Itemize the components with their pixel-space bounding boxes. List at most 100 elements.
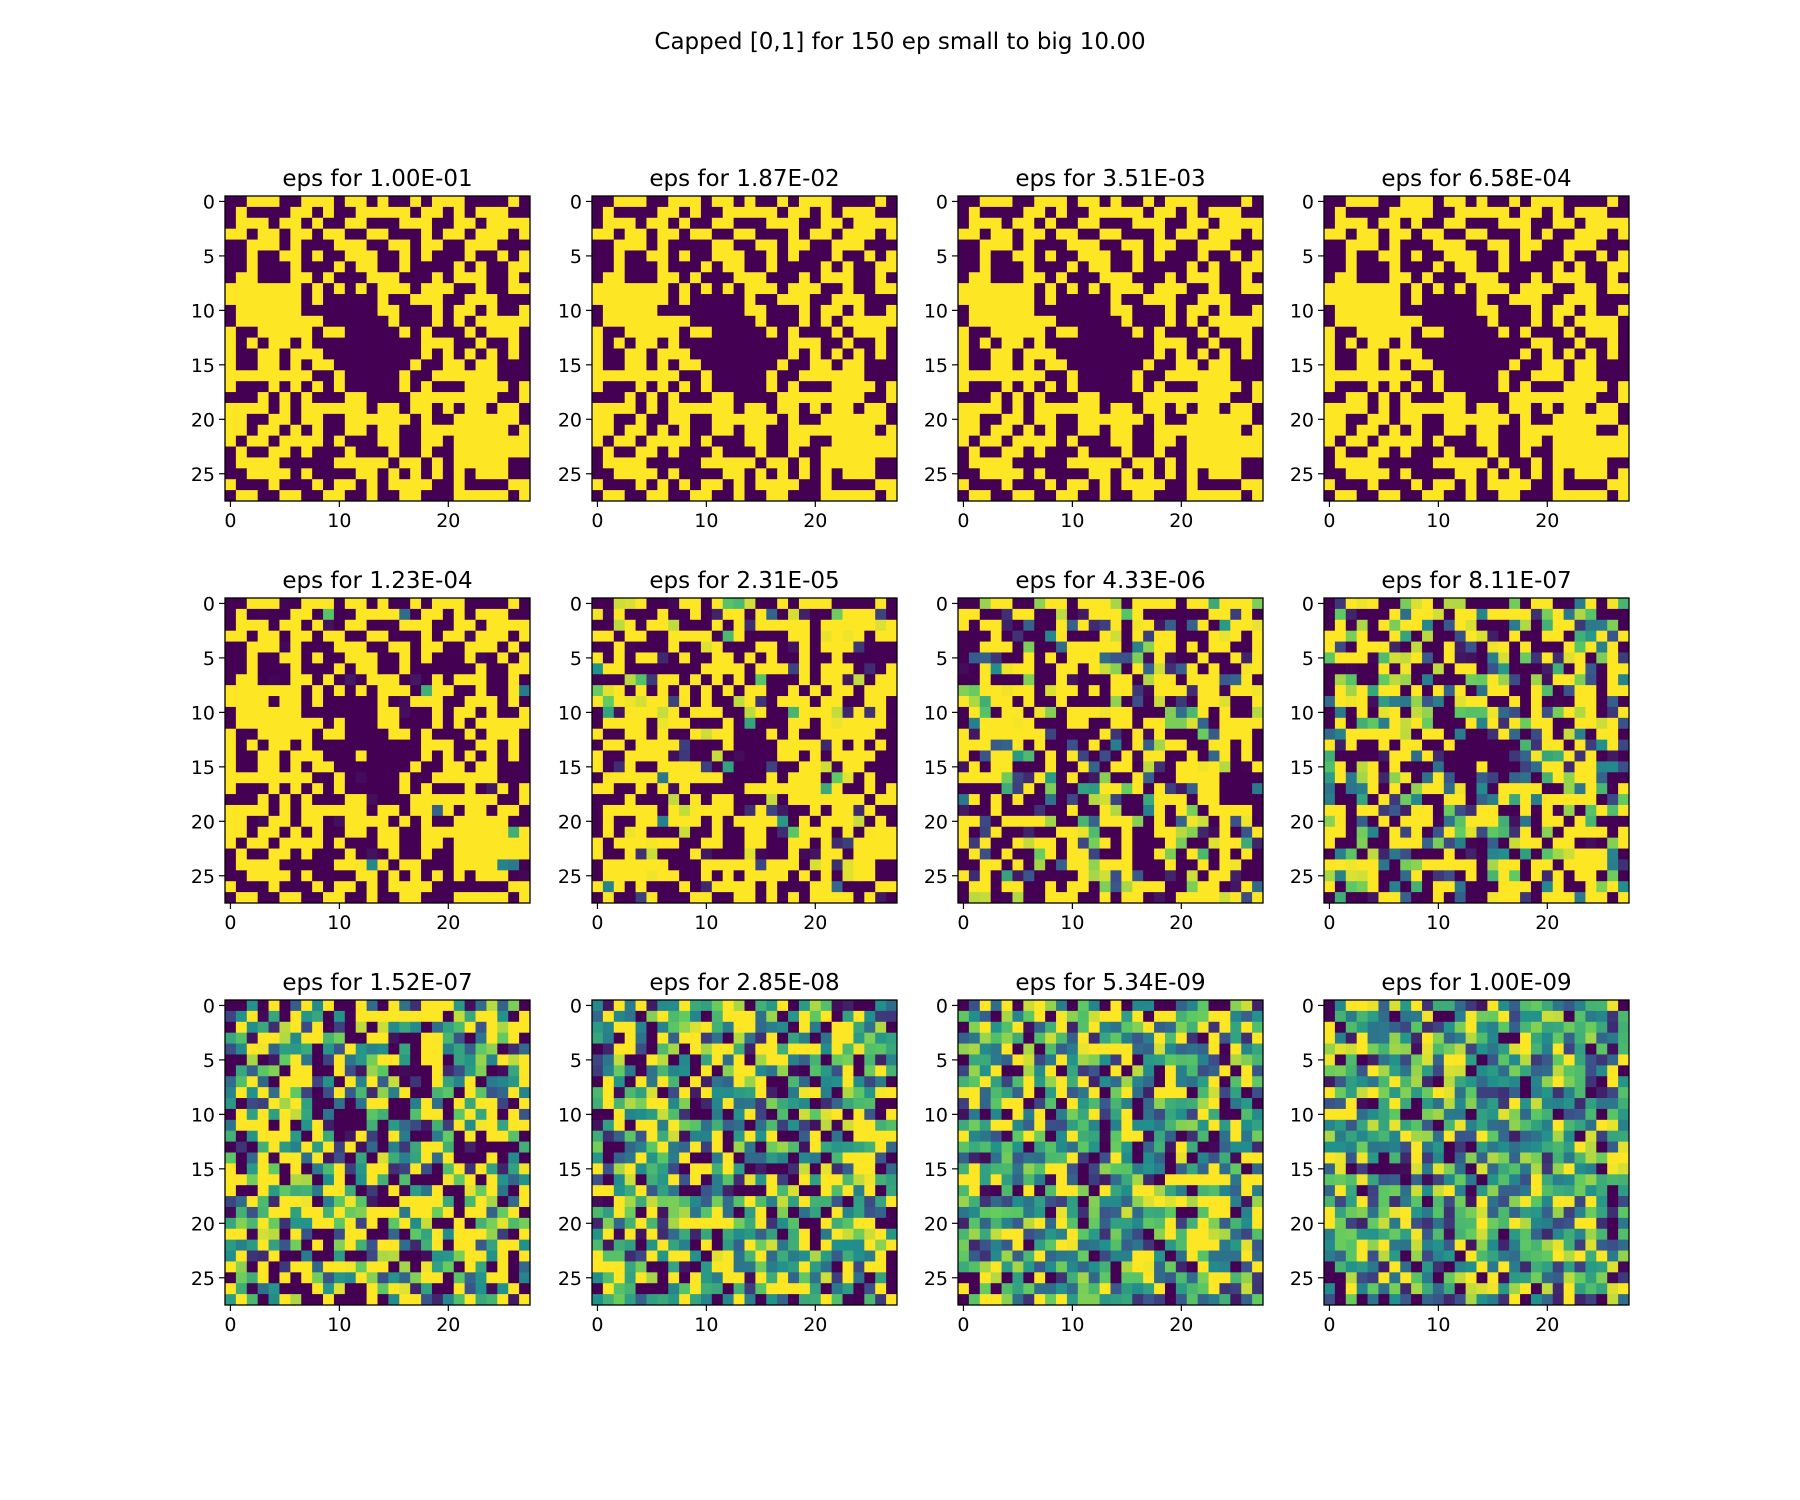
- heatmap-cell: [312, 652, 324, 664]
- heatmap-cell: [679, 598, 691, 610]
- heatmap-cell: [1520, 413, 1532, 426]
- heatmap-cell: [864, 892, 876, 904]
- heatmap-cell: [842, 490, 854, 502]
- heatmap-cell: [235, 652, 248, 664]
- heatmap-cell: [225, 413, 237, 426]
- heatmap-cell: [744, 435, 756, 447]
- heatmap-cell: [508, 228, 520, 241]
- heatmap-cell: [979, 272, 992, 284]
- heatmap-cell: [1110, 228, 1122, 241]
- heatmap-cell: [1585, 402, 1597, 415]
- heatmap-cell: [602, 706, 615, 719]
- heatmap-cell: [410, 837, 422, 849]
- heatmap-cell: [875, 294, 887, 306]
- heatmap-cell: [410, 413, 422, 426]
- heatmap-cell: [301, 413, 313, 426]
- heatmap-cell: [344, 685, 357, 697]
- heatmap-cell: [711, 261, 724, 273]
- heatmap-cell: [290, 435, 302, 447]
- heatmap-cell: [312, 608, 324, 621]
- heatmap-cell: [366, 479, 378, 491]
- heatmap-cell: [798, 337, 811, 349]
- heatmap-cell: [1400, 359, 1412, 371]
- heatmap-cell: [1197, 619, 1209, 632]
- heatmap-cell: [1164, 446, 1177, 458]
- heatmap-cell: [788, 490, 800, 502]
- heatmap-cell: [333, 881, 346, 893]
- heatmap-cell: [842, 772, 854, 784]
- heatmap-cell: [700, 815, 713, 828]
- heatmap-cell: [290, 228, 302, 241]
- heatmap-cell: [1509, 217, 1521, 230]
- heatmap-cell: [497, 837, 509, 849]
- heatmap-cell: [766, 239, 778, 251]
- heatmap-cell: [1585, 468, 1597, 480]
- heatmap-cell: [766, 663, 778, 675]
- heatmap-cell: [657, 435, 669, 447]
- heatmap-cell: [1574, 446, 1586, 458]
- heatmap-cell: [1208, 424, 1220, 437]
- heatmap-cell: [646, 392, 658, 404]
- heatmap-cell: [1356, 217, 1369, 230]
- heatmap-cell: [700, 652, 713, 664]
- heatmap-cell: [1574, 294, 1586, 306]
- heatmap-cell: [1487, 359, 1499, 371]
- heatmap-cell: [635, 468, 647, 480]
- heatmap-cell: [464, 772, 476, 784]
- heatmap-cell: [1208, 359, 1220, 371]
- heatmap-cell: [886, 630, 898, 643]
- heatmap-cell: [798, 815, 811, 828]
- heatmap-cell: [1219, 272, 1231, 284]
- heatmap-cell: [979, 315, 992, 328]
- heatmap-cell: [613, 272, 626, 284]
- heatmap-cell: [624, 294, 637, 306]
- heatmap-cell: [464, 870, 476, 882]
- heatmap-cell: [268, 337, 280, 349]
- heatmap-cell: [366, 804, 378, 817]
- heatmap-cell: [646, 706, 658, 719]
- heatmap-cell: [613, 370, 626, 382]
- heatmap-cell: [1585, 446, 1597, 458]
- heatmap-cell: [777, 804, 789, 817]
- heatmap-cell: [1585, 457, 1597, 469]
- heatmap-cell: [377, 881, 389, 893]
- heatmap-cell: [301, 196, 313, 208]
- heatmap-cell: [592, 381, 604, 393]
- heatmap-cell: [657, 761, 669, 773]
- heatmap-cell: [225, 881, 237, 893]
- heatmap-cell: [842, 446, 854, 458]
- heatmap-cell: [700, 674, 713, 686]
- heatmap-cell: [744, 490, 756, 502]
- heatmap-cell: [279, 206, 291, 219]
- heatmap-cell: [1088, 435, 1101, 447]
- heatmap-cell: [1230, 294, 1242, 306]
- heatmap-cell: [1552, 435, 1565, 447]
- heatmap-cell: [1056, 490, 1068, 502]
- heatmap-cell: [464, 272, 476, 284]
- heatmap-cell: [592, 348, 604, 360]
- heatmap-cell: [1324, 250, 1336, 262]
- heatmap-cell: [1186, 468, 1199, 480]
- heatmap-cell: [592, 696, 604, 708]
- heatmap-cell: [1585, 239, 1597, 251]
- heatmap-cell: [1099, 294, 1111, 306]
- heatmap-cell: [1175, 381, 1188, 393]
- heatmap-cell: [602, 413, 615, 426]
- heatmap-cell: [744, 652, 756, 664]
- y-tick-label: 5: [570, 648, 582, 670]
- heatmap-cell: [1367, 315, 1379, 328]
- heatmap-cell: [323, 228, 335, 241]
- heatmap-cell: [464, 619, 476, 632]
- heatmap-cell: [366, 217, 378, 230]
- heatmap-cell: [344, 794, 357, 806]
- heatmap-cell: [690, 206, 702, 219]
- heatmap-cell: [1498, 446, 1510, 458]
- heatmap-cell: [1607, 315, 1619, 328]
- heatmap-cell: [323, 272, 335, 284]
- heatmap-cell: [592, 250, 604, 262]
- heatmap-cell: [1487, 326, 1499, 339]
- heatmap-cell: [1432, 402, 1445, 415]
- heatmap-cell: [519, 717, 531, 730]
- y-tick-label: 10: [558, 300, 582, 322]
- heatmap-cell: [1367, 402, 1379, 415]
